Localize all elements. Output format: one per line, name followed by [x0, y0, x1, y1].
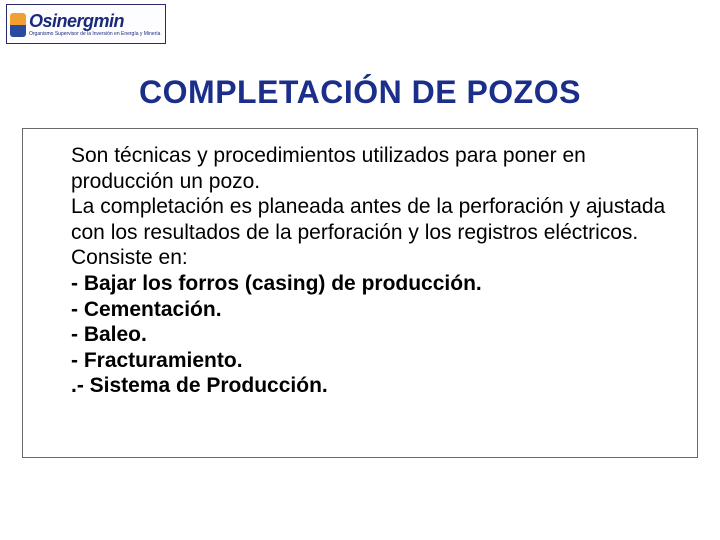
bullet-1: - Bajar los forros (casing) de producció…	[71, 271, 673, 297]
slide-title: COMPLETACIÓN DE POZOS	[0, 74, 720, 111]
bullet-5: .- Sistema de Producción.	[71, 373, 673, 399]
paragraph-1: Son técnicas y procedimientos utilizados…	[71, 143, 673, 194]
bullet-4: - Fracturamiento.	[71, 348, 673, 374]
paragraph-2: La completación es planeada antes de la …	[71, 194, 673, 245]
bullet-2: - Cementación.	[71, 297, 673, 323]
bullet-3: - Baleo.	[71, 322, 673, 348]
osinergmin-logo: Osinergmin Organismo Supervisor de la In…	[6, 4, 166, 44]
logo-main-text: Osinergmin	[29, 12, 165, 30]
content-box: Son técnicas y procedimientos utilizados…	[22, 128, 698, 458]
paragraph-3: Consiste en:	[71, 245, 673, 271]
logo-sub-text: Organismo Supervisor de la Inversión en …	[29, 32, 165, 37]
